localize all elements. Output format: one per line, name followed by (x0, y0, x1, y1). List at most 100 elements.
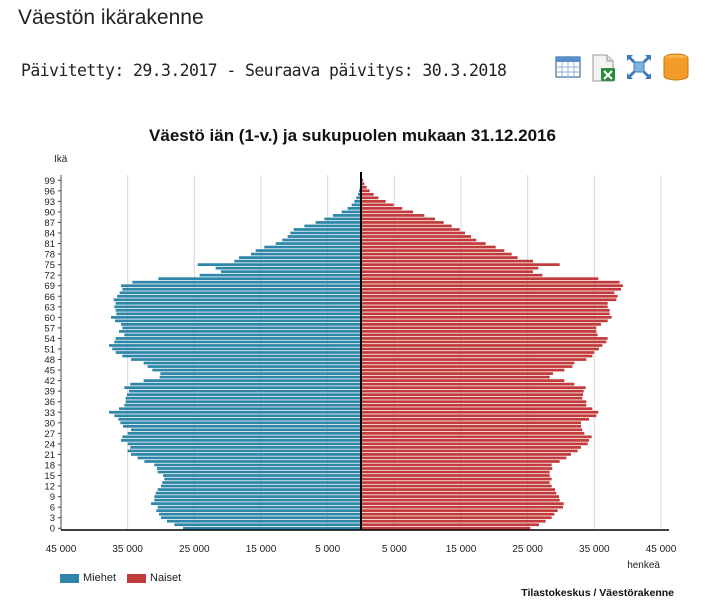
bar-miehet-age-37[interactable] (125, 396, 361, 400)
bar-naiset-age-32[interactable] (361, 414, 597, 418)
bar-miehet-age-41[interactable] (130, 382, 361, 386)
bar-naiset-age-89[interactable] (361, 214, 425, 217)
bar-miehet-age-70[interactable] (132, 280, 361, 284)
bar-miehet-age-11[interactable] (157, 488, 361, 491)
bar-naiset-age-3[interactable] (361, 516, 552, 520)
bar-naiset-age-0[interactable] (361, 526, 531, 530)
bar-miehet-age-63[interactable] (114, 305, 361, 309)
bar-naiset-age-17[interactable] (361, 467, 553, 470)
bar-naiset-age-8[interactable] (361, 498, 560, 502)
bar-naiset-age-97[interactable] (361, 185, 367, 189)
bar-miehet-age-31[interactable] (118, 417, 361, 421)
bar-miehet-age-64[interactable] (115, 301, 361, 305)
bar-miehet-age-56[interactable] (119, 330, 361, 333)
bar-miehet-age-17[interactable] (157, 467, 361, 470)
bar-miehet-age-43[interactable] (159, 375, 361, 379)
bar-miehet-age-5[interactable] (156, 509, 361, 513)
bar-miehet-age-21[interactable] (131, 453, 361, 456)
bar-miehet-age-14[interactable] (164, 477, 361, 481)
bar-miehet-age-75[interactable] (197, 263, 361, 266)
bar-naiset-age-1[interactable] (361, 523, 539, 527)
bar-miehet-age-59[interactable] (115, 319, 361, 323)
bar-miehet-age-12[interactable] (161, 484, 361, 488)
bar-naiset-age-19[interactable] (361, 460, 560, 463)
bar-naiset-age-16[interactable] (361, 470, 550, 474)
bar-naiset-age-79[interactable] (361, 249, 505, 252)
bar-naiset-age-63[interactable] (361, 305, 608, 309)
bar-miehet-age-27[interactable] (127, 431, 361, 435)
bar-naiset-age-28[interactable] (361, 428, 583, 432)
bar-miehet-age-36[interactable] (125, 400, 361, 404)
bar-miehet-age-65[interactable] (113, 298, 361, 302)
bar-miehet-age-1[interactable] (174, 523, 361, 527)
bar-miehet-age-49[interactable] (122, 354, 361, 358)
bar-naiset-age-83[interactable] (361, 235, 471, 238)
bar-naiset-age-94[interactable] (361, 196, 379, 200)
bar-miehet-age-84[interactable] (290, 231, 361, 235)
bar-naiset-age-47[interactable] (361, 361, 575, 365)
bar-miehet-age-2[interactable] (167, 519, 361, 523)
bar-miehet-age-46[interactable] (147, 365, 361, 368)
bar-naiset-age-58[interactable] (361, 323, 601, 326)
bar-naiset-age-84[interactable] (361, 231, 465, 235)
bar-naiset-age-14[interactable] (361, 477, 552, 481)
bar-miehet-age-61[interactable] (116, 312, 361, 316)
bar-miehet-age-57[interactable] (122, 326, 361, 330)
bar-naiset-age-90[interactable] (361, 210, 413, 214)
legend-item-naiset[interactable]: Naiset (127, 572, 181, 584)
bar-miehet-age-48[interactable] (131, 358, 361, 361)
bar-naiset-age-45[interactable] (361, 368, 565, 372)
bar-naiset-age-30[interactable] (361, 421, 581, 425)
bar-naiset-age-57[interactable] (361, 326, 597, 330)
bar-naiset-age-98[interactable] (361, 182, 365, 186)
bar-naiset-age-20[interactable] (361, 456, 567, 460)
bar-naiset-age-70[interactable] (361, 280, 620, 284)
bar-miehet-age-45[interactable] (152, 368, 361, 372)
bar-miehet-age-52[interactable] (109, 344, 361, 347)
bar-naiset-age-65[interactable] (361, 298, 617, 302)
bar-naiset-age-55[interactable] (361, 333, 598, 337)
bar-miehet-age-86[interactable] (304, 224, 361, 228)
bar-naiset-age-85[interactable] (361, 228, 460, 231)
bar-miehet-age-24[interactable] (127, 442, 361, 446)
bar-naiset-age-86[interactable] (361, 224, 452, 228)
bar-miehet-age-80[interactable] (264, 245, 361, 249)
bar-miehet-age-66[interactable] (117, 294, 361, 298)
bar-miehet-age-76[interactable] (234, 259, 361, 263)
bar-miehet-age-79[interactable] (255, 249, 361, 252)
bar-naiset-age-2[interactable] (361, 519, 546, 523)
bar-naiset-age-43[interactable] (361, 375, 550, 379)
bar-miehet-age-20[interactable] (137, 456, 361, 460)
bar-miehet-age-77[interactable] (239, 256, 361, 259)
bar-miehet-age-51[interactable] (112, 347, 361, 351)
bar-miehet-age-25[interactable] (121, 439, 361, 442)
bar-miehet-age-58[interactable] (121, 323, 361, 326)
bar-naiset-age-73[interactable] (361, 270, 533, 274)
bar-naiset-age-23[interactable] (361, 446, 581, 449)
bar-naiset-age-81[interactable] (361, 242, 486, 245)
bar-miehet-age-13[interactable] (162, 481, 361, 484)
bar-miehet-age-39[interactable] (129, 389, 361, 393)
fullscreen-icon[interactable] (625, 53, 653, 83)
bar-naiset-age-50[interactable] (361, 351, 595, 354)
bar-miehet-age-82[interactable] (282, 238, 361, 242)
bar-miehet-age-53[interactable] (114, 340, 361, 344)
bar-miehet-age-28[interactable] (131, 428, 361, 432)
bar-miehet-age-87[interactable] (315, 221, 361, 224)
bar-miehet-age-35[interactable] (124, 403, 361, 407)
bar-naiset-age-46[interactable] (361, 365, 573, 368)
bar-naiset-age-87[interactable] (361, 221, 444, 224)
bar-miehet-age-78[interactable] (251, 252, 361, 256)
bar-naiset-age-56[interactable] (361, 330, 597, 333)
bar-naiset-age-78[interactable] (361, 252, 512, 256)
bar-miehet-age-89[interactable] (333, 214, 361, 217)
bar-naiset-age-37[interactable] (361, 396, 583, 400)
bar-naiset-age-69[interactable] (361, 284, 623, 288)
bar-naiset-age-5[interactable] (361, 509, 558, 513)
bar-naiset-age-82[interactable] (361, 238, 477, 242)
bar-miehet-age-81[interactable] (275, 242, 361, 245)
bar-miehet-age-38[interactable] (127, 393, 361, 397)
bar-naiset-age-76[interactable] (361, 259, 533, 263)
bar-naiset-age-74[interactable] (361, 266, 539, 270)
bar-miehet-age-0[interactable] (183, 526, 361, 530)
